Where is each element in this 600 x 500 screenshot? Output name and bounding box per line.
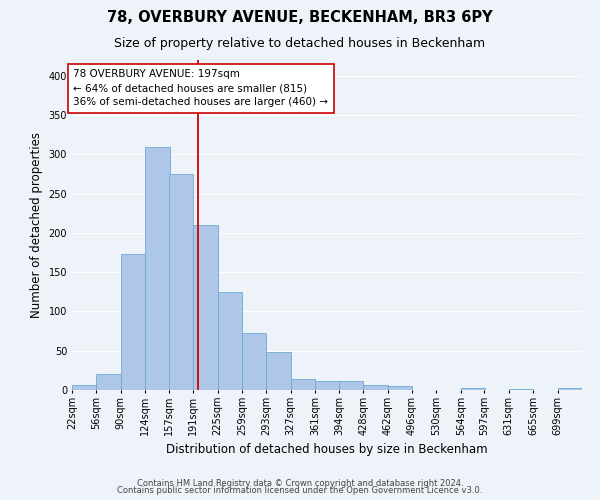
X-axis label: Distribution of detached houses by size in Beckenham: Distribution of detached houses by size … [166, 444, 488, 456]
Bar [509, 389, 533, 390]
Bar [218, 292, 242, 390]
Bar [121, 254, 145, 390]
Text: Contains HM Land Registry data © Crown copyright and database right 2024.: Contains HM Land Registry data © Crown c… [137, 478, 463, 488]
Bar [461, 388, 485, 390]
Bar [339, 380, 363, 390]
Bar [193, 225, 218, 390]
Bar [97, 374, 121, 390]
Bar [72, 384, 97, 390]
Bar [242, 334, 266, 390]
Bar [266, 352, 291, 390]
Text: Size of property relative to detached houses in Beckenham: Size of property relative to detached ho… [115, 38, 485, 51]
Text: 78 OVERBURY AVENUE: 197sqm
← 64% of detached houses are smaller (815)
36% of sem: 78 OVERBURY AVENUE: 197sqm ← 64% of deta… [73, 70, 328, 108]
Bar [388, 386, 412, 390]
Bar [169, 174, 193, 390]
Bar [557, 388, 582, 390]
Bar [291, 379, 315, 390]
Bar [363, 386, 388, 390]
Text: 78, OVERBURY AVENUE, BECKENHAM, BR3 6PY: 78, OVERBURY AVENUE, BECKENHAM, BR3 6PY [107, 10, 493, 25]
Bar [315, 380, 340, 390]
Bar [145, 147, 170, 390]
Y-axis label: Number of detached properties: Number of detached properties [30, 132, 43, 318]
Text: Contains public sector information licensed under the Open Government Licence v3: Contains public sector information licen… [118, 486, 482, 495]
